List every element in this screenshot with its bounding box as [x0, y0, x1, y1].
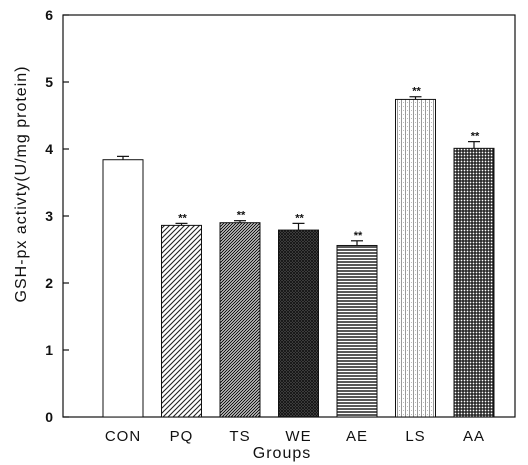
x-tick-label: TS [229, 428, 250, 445]
x-tick-label: CON [105, 428, 141, 445]
significance-marker: ** [237, 210, 246, 222]
x-tick-label: AA [463, 428, 485, 445]
significance-marker: ** [178, 212, 187, 224]
bars-group: ** ** ** ** ** ** [102, 86, 495, 418]
x-axis-title: Groups [253, 445, 311, 462]
x-tick-label: WE [285, 428, 311, 445]
y-tick-label: 6 [45, 7, 53, 23]
y-axis-title: GSH-px activty(U/mg protein) [13, 66, 30, 303]
bar-ae [336, 244, 378, 418]
y-tick-label: 1 [45, 342, 53, 358]
y-tick-label: 0 [45, 409, 53, 425]
significance-marker: ** [295, 212, 304, 224]
y-tick-label: 4 [45, 141, 53, 157]
bar-ts [219, 222, 261, 418]
bar-ls [395, 98, 436, 418]
x-tick-label: AE [346, 428, 368, 445]
x-tick-label: LS [405, 428, 425, 445]
bar-aa [453, 147, 495, 418]
bar-we [278, 229, 319, 418]
x-axis: CON PQ TS WE AE LS AA [105, 428, 485, 445]
y-tick-label: 5 [45, 74, 53, 90]
y-axis: 0 1 2 3 4 5 6 [45, 7, 69, 425]
significance-marker: ** [412, 86, 421, 98]
y-tick-label: 2 [45, 275, 53, 291]
bar-con [102, 159, 144, 418]
bar-pq [161, 224, 202, 418]
y-tick-label: 3 [45, 208, 53, 224]
significance-marker: ** [471, 131, 480, 143]
significance-marker: ** [354, 230, 363, 242]
x-tick-label: PQ [170, 428, 194, 445]
